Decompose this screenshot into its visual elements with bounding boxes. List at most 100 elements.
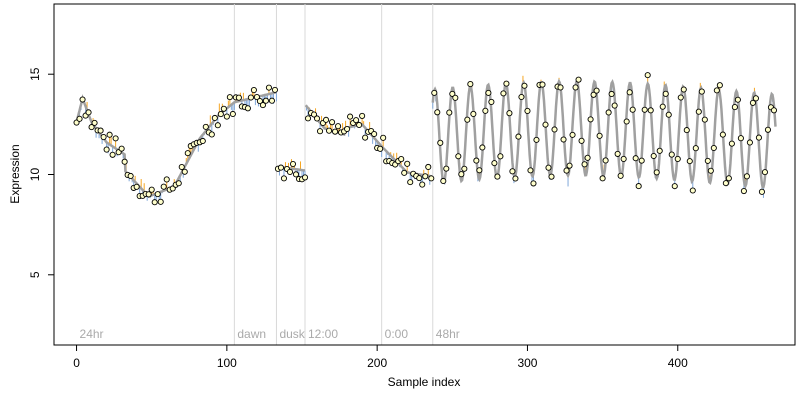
data-point: [244, 105, 251, 112]
data-point: [157, 198, 164, 205]
data-point: [746, 139, 753, 146]
data-point: [671, 183, 678, 190]
data-point: [277, 164, 285, 171]
data-point: [428, 175, 435, 182]
data-point: [332, 128, 339, 135]
data-point: [494, 173, 501, 180]
data-point: [419, 181, 426, 188]
data-point: [199, 137, 206, 145]
data-point: [653, 169, 660, 176]
data-point: [524, 107, 531, 115]
data-point: [151, 199, 158, 206]
data-point: [509, 168, 516, 175]
data-point: [566, 162, 573, 169]
data-point: [533, 136, 540, 143]
data-point: [440, 177, 447, 185]
data-point: [449, 90, 456, 97]
data-point: [743, 173, 750, 180]
data-point: [644, 72, 651, 79]
data-point: [458, 171, 465, 178]
data-point: [434, 109, 441, 116]
y-tick-label: 15: [28, 67, 42, 81]
data-point: [542, 121, 549, 128]
phase-label: dawn: [237, 327, 266, 341]
data-point: [710, 144, 717, 152]
data-point: [178, 163, 185, 171]
data-point: [250, 87, 257, 94]
data-point: [127, 172, 134, 180]
data-point: [85, 109, 92, 116]
data-point: [698, 88, 705, 95]
data-point: [602, 157, 609, 164]
data-point: [335, 123, 342, 130]
data-point: [665, 111, 672, 118]
data-point: [488, 98, 495, 105]
data-point: [371, 130, 378, 138]
data-point: [289, 160, 297, 168]
data-point: [313, 115, 321, 122]
data-point: [530, 180, 537, 187]
y-axis: 5 10 15: [28, 67, 55, 278]
data-point: [109, 151, 116, 158]
data-point: [680, 86, 687, 93]
data-point: [740, 187, 747, 195]
data-point: [539, 81, 546, 88]
data-point: [286, 168, 294, 176]
data-point: [256, 98, 263, 105]
data-point: [692, 145, 699, 152]
data-point: [464, 116, 471, 123]
data-point: [479, 144, 486, 151]
data-point: [755, 134, 762, 141]
data-point: [617, 172, 624, 179]
data-point: [106, 131, 113, 138]
x-tick-label: 400: [668, 356, 688, 370]
data-point: [662, 90, 669, 97]
data-point: [154, 191, 161, 198]
fitted-curve: [75, 78, 777, 199]
data-point: [749, 99, 756, 106]
data-point: [611, 102, 618, 109]
data-point: [292, 171, 300, 178]
data-point: [623, 118, 630, 125]
data-point: [323, 116, 330, 123]
y-tick-label: 10: [28, 168, 42, 182]
data-point: [88, 124, 95, 131]
data-point: [175, 180, 182, 187]
data-point: [265, 84, 272, 91]
data-point: [515, 133, 522, 140]
data-point: [584, 154, 591, 161]
data-point: [473, 157, 480, 164]
data-point: [97, 127, 104, 134]
phase-label: 0:00: [385, 327, 409, 341]
data-point: [689, 187, 696, 194]
data-point: [731, 104, 738, 111]
data-point: [344, 125, 351, 133]
data-point: [476, 167, 483, 174]
data-point: [734, 96, 741, 103]
data-point: [145, 191, 152, 198]
phase-label: dusk: [279, 327, 305, 341]
data-point: [491, 160, 498, 167]
data-point: [506, 110, 513, 117]
data-point: [560, 136, 567, 143]
phase-label: 12:00: [308, 327, 338, 341]
data-point: [425, 163, 432, 171]
data-point: [518, 93, 525, 101]
data-point: [455, 153, 462, 160]
data-point: [76, 115, 83, 122]
data-point: [761, 169, 768, 176]
data-point: [701, 116, 708, 123]
data-point: [422, 173, 429, 180]
phase-label: 24hr: [80, 327, 104, 341]
data-point: [220, 105, 227, 112]
data-point: [202, 123, 209, 130]
data-point: [719, 131, 726, 138]
data-point: [79, 96, 86, 103]
data-point: [596, 132, 603, 139]
data-points: [73, 72, 778, 206]
data-point: [569, 131, 576, 138]
x-tick-label: 100: [217, 356, 237, 370]
data-point: [112, 135, 119, 142]
data-point: [211, 114, 218, 122]
